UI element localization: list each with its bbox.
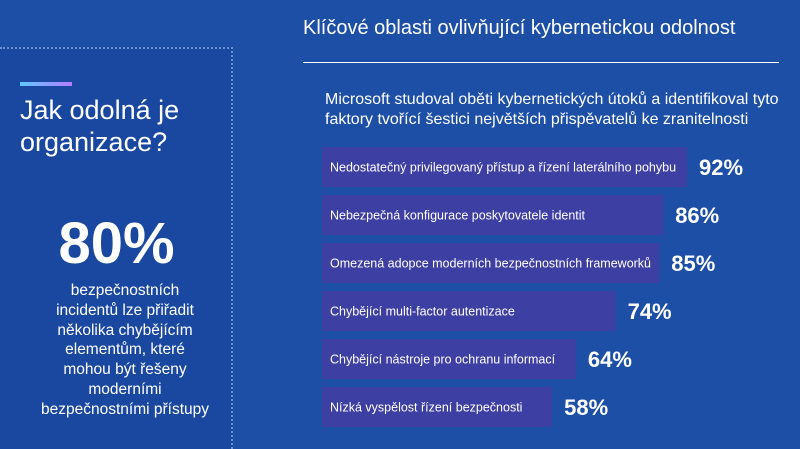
bar-3 — [322, 243, 660, 283]
bar-value-1: 92% — [699, 155, 743, 180]
bar-label-3: Omezená adopce moderních bezpečnostních … — [330, 257, 651, 271]
bar-label-5: Chybějící nástroje pro ochranu informací — [330, 353, 556, 367]
bar-value-2: 86% — [675, 203, 719, 228]
bar-1 — [322, 147, 687, 187]
bar-value-6: 58% — [564, 395, 608, 420]
bar-value-3: 85% — [671, 251, 715, 276]
left-title: Jak odolná je organizace? — [20, 95, 180, 157]
accent-bar — [20, 82, 72, 86]
bar-label-1: Nedostatečný privilegovaný přístup a říz… — [330, 161, 676, 175]
bar-label-6: Nízká vyspělost řízení bezpečnosti — [330, 401, 522, 415]
bar-label-2: Nebezpečná konfigurace poskytovatele ide… — [330, 209, 586, 223]
chart-subtitle: Microsoft studoval oběti kybernetických … — [325, 91, 779, 128]
big-stat-value: 80% — [58, 211, 175, 276]
left-panel — [0, 47, 233, 449]
bar-2 — [322, 195, 664, 235]
bar-value-4: 74% — [628, 299, 672, 324]
bar-value-5: 64% — [588, 347, 632, 372]
bar-label-4: Chybějící multi-factor autentizace — [330, 305, 515, 319]
title-divider — [303, 62, 779, 63]
stat-description: bezpečnostních incidentů lze přiřadit ně… — [40, 282, 209, 418]
chart-title: Klíčové oblasti ovlivňující kyberneticko… — [303, 17, 736, 39]
bar-5 — [322, 339, 576, 379]
bar-4 — [322, 291, 616, 331]
bar-6 — [322, 387, 553, 427]
